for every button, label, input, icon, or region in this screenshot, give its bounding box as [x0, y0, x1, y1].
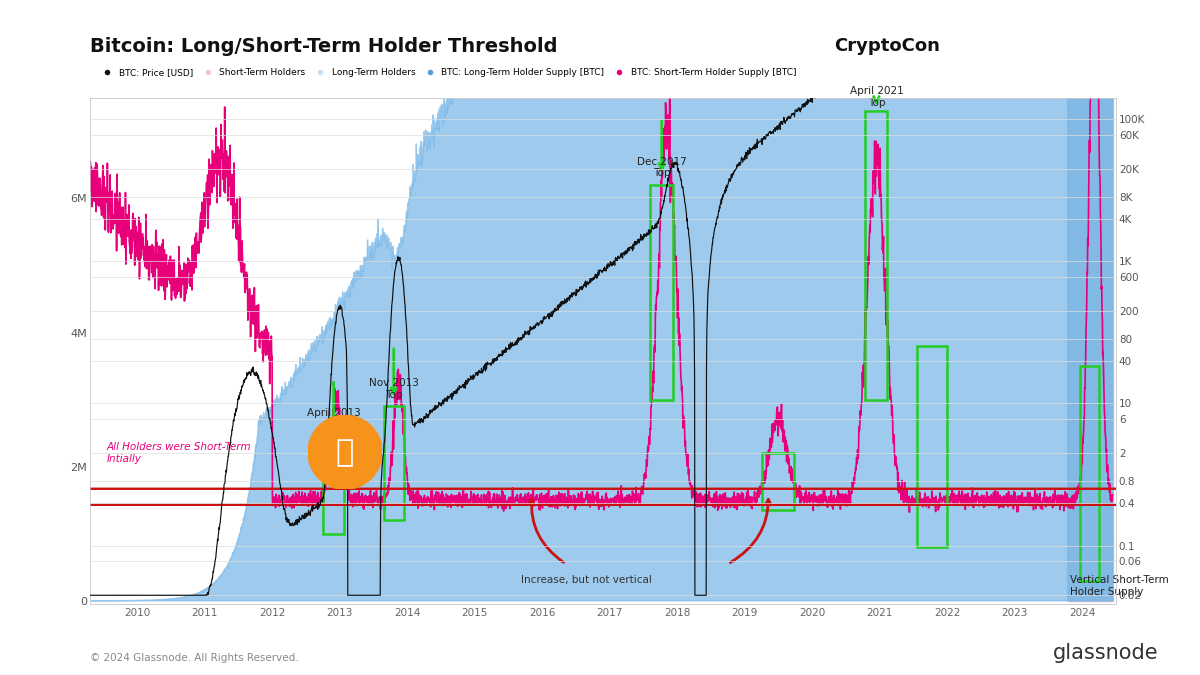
Text: Bitcoin: Long/Short-Term Holder Threshold: Bitcoin: Long/Short-Term Holder Threshol…	[90, 37, 558, 56]
Text: Nov 2013
Top: Nov 2013 Top	[368, 378, 419, 400]
Text: April 2021
Top: April 2021 Top	[850, 86, 904, 108]
Circle shape	[308, 415, 382, 489]
Bar	[762, 453, 794, 510]
Bar	[384, 406, 404, 520]
Text: ₿: ₿	[336, 438, 354, 466]
Text: Ȼ: Ȼ	[1106, 30, 1124, 54]
Bar	[865, 111, 887, 400]
Text: glassnode: glassnode	[1052, 643, 1158, 663]
Text: Vertical Short-Term
Holder Supply: Vertical Short-Term Holder Supply	[1070, 575, 1169, 597]
Text: Dec 2017
Top: Dec 2017 Top	[637, 157, 686, 178]
Text: © 2024 Glassnode. All Rights Reserved.: © 2024 Glassnode. All Rights Reserved.	[90, 653, 299, 663]
Bar	[650, 185, 672, 400]
Text: April 2013
Top: April 2013 Top	[307, 408, 360, 430]
Text: CryptoCon: CryptoCon	[834, 37, 940, 55]
Legend: BTC: Price [USD], Short-Term Holders, Long-Term Holders, BTC: Long-Term Holder S: BTC: Price [USD], Short-Term Holders, Lo…	[95, 64, 799, 80]
Bar	[1080, 366, 1099, 580]
Bar	[323, 433, 344, 534]
Text: All Holders were Short-Term
Intially: All Holders were Short-Term Intially	[107, 442, 252, 464]
Bar	[917, 346, 947, 547]
Text: Increase, but not vertical: Increase, but not vertical	[521, 575, 652, 585]
